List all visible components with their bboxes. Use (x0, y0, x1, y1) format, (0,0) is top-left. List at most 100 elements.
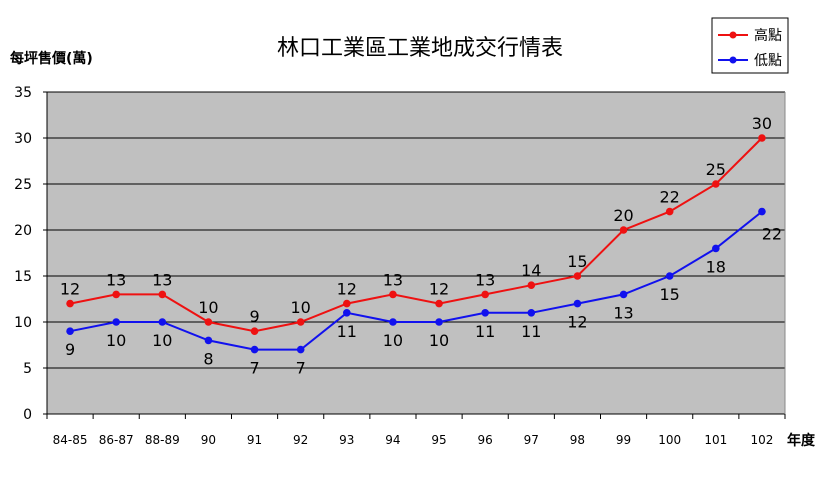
data-label: 10 (429, 331, 449, 350)
data-point (665, 207, 674, 216)
data-point (712, 244, 720, 253)
data-point (527, 309, 536, 317)
x-ticks: 84-85 86-87 88-89 90 91 92 93 94 95 96 97 98 99 100 10… (46, 414, 786, 447)
y-tick-label: 35 (14, 85, 32, 101)
data-point (112, 318, 120, 326)
y-tick-label: 25 (14, 177, 32, 193)
data-point (204, 318, 213, 326)
data-label: 12 (567, 313, 587, 332)
series-group (66, 134, 766, 354)
data-point (66, 299, 74, 308)
x-tick-label: 92 (293, 433, 308, 447)
data-point (665, 272, 674, 280)
data-label: 8 (203, 349, 213, 368)
data-label: 22 (762, 225, 782, 244)
series-line-high (69, 137, 763, 333)
data-label: 22 (660, 188, 680, 207)
data-label: 18 (706, 257, 726, 276)
x-tick-label: 101 (704, 433, 727, 447)
data-label: 13 (152, 270, 172, 289)
data-point (343, 309, 351, 317)
data-label: 25 (706, 160, 726, 179)
y-tick-label: 20 (14, 223, 32, 239)
y-tick-label: 10 (14, 315, 32, 331)
x-tick-label: 96 (478, 433, 493, 447)
y-ticks: 0 5 10 15 20 25 30 35 (14, 85, 786, 423)
data-point (343, 299, 351, 308)
data-label: 30 (752, 114, 772, 133)
y-tick-label: 0 (23, 407, 32, 423)
y-tick-label: 15 (14, 269, 32, 285)
x-tick-label: 98 (570, 433, 585, 447)
legend-label-low: 低點 (754, 53, 782, 69)
legend-box (711, 17, 789, 74)
x-tick-label: 88-89 (145, 433, 180, 447)
data-label: 7 (296, 359, 306, 378)
data-point (435, 299, 443, 308)
data-label: 10 (383, 331, 403, 350)
x-tick-label: 97 (524, 433, 539, 447)
data-point (158, 318, 167, 326)
y-axis-label: 每坪售價(萬) (10, 50, 93, 67)
x-tick-label: 91 (247, 433, 262, 447)
x-tick-label: 95 (431, 433, 446, 447)
data-label: 11 (475, 322, 495, 341)
data-label: 11 (337, 322, 357, 341)
data-point (296, 318, 305, 326)
data-point (204, 336, 213, 345)
data-point (296, 345, 305, 354)
data-label: 12 (429, 280, 449, 299)
data-point (758, 207, 766, 216)
data-label: 13 (475, 270, 495, 289)
data-point (250, 327, 259, 336)
data-point (250, 345, 259, 354)
data-point (389, 290, 397, 299)
data-point (573, 272, 582, 280)
data-label: 20 (613, 206, 633, 225)
x-tick-label: 93 (339, 433, 354, 447)
y-tick-label: 5 (23, 361, 32, 377)
data-point (712, 180, 720, 188)
data-point (619, 290, 628, 299)
data-labels: 12 13 13 10 9 10 12 13 12 13 14 15 20 22 25 30 9 10 10 8 7 7 1… (60, 114, 782, 378)
x-tick-label: 94 (385, 433, 400, 447)
data-point (527, 281, 536, 290)
data-point (573, 299, 582, 308)
data-label: 10 (152, 331, 172, 350)
x-tick-label: 84-85 (53, 433, 88, 447)
data-label: 15 (660, 285, 680, 304)
x-axis-label: 年度 (787, 432, 816, 449)
x-tick-label: 90 (201, 433, 216, 447)
data-label: 11 (521, 322, 541, 341)
x-tick-label: 86-87 (99, 433, 134, 447)
data-label: 14 (521, 261, 541, 280)
data-label: 12 (337, 280, 357, 299)
data-label: 13 (613, 303, 633, 322)
data-point (481, 290, 489, 299)
data-point (389, 318, 397, 326)
data-point (435, 318, 443, 326)
data-label: 10 (291, 298, 311, 317)
data-point (112, 290, 120, 299)
data-label: 10 (198, 298, 218, 317)
legend-marker-low (729, 56, 737, 64)
data-point (66, 327, 74, 336)
data-label: 15 (567, 252, 587, 271)
data-point (481, 309, 489, 317)
y-tick-label: 30 (14, 131, 32, 147)
plot-area (47, 92, 785, 414)
data-label: 13 (383, 270, 403, 289)
chart-title: 林口工業區工業地成交行情表 (277, 36, 563, 61)
series-line-low (69, 210, 763, 351)
data-label: 13 (106, 270, 126, 289)
x-tick-label: 100 (658, 433, 681, 447)
legend-marker-high (729, 31, 737, 39)
x-tick-label: 99 (616, 433, 631, 447)
data-label: 10 (106, 331, 126, 350)
data-label: 9 (249, 307, 259, 326)
data-point (619, 226, 628, 234)
data-point (158, 290, 167, 299)
legend-label-high: 高點 (754, 27, 782, 44)
data-label: 9 (65, 340, 75, 359)
